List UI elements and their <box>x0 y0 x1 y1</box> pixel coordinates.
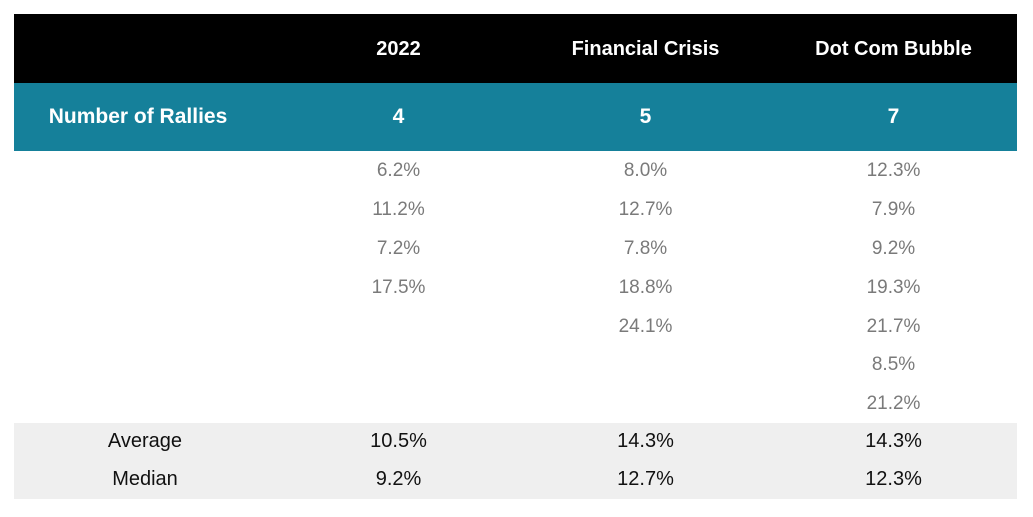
median-2022: 9.2% <box>375 468 422 491</box>
number-of-rallies-label: Number of Rallies <box>48 105 228 128</box>
table-cell <box>521 384 770 423</box>
median-label: Median <box>14 461 276 499</box>
table-cell: 17.5% <box>371 276 426 298</box>
table-cell: 12.7% <box>618 199 673 221</box>
median-dot-com-bubble: 12.3% <box>865 468 922 491</box>
table-cell: 24.1% <box>618 315 673 337</box>
row-label-empty <box>14 306 276 345</box>
row-label-empty <box>14 345 276 384</box>
table-row: 6.2% 8.0% 12.3% <box>14 151 1017 190</box>
table-row: 7.2% 7.8% 9.2% <box>14 229 1017 268</box>
header-cell-blank <box>14 14 276 83</box>
rallies-count-dot-com-bubble: 7 <box>887 105 900 128</box>
table-cell: 7.8% <box>623 237 668 259</box>
table-cell <box>276 306 521 345</box>
table-cell: 18.8% <box>618 276 673 298</box>
table-row: 17.5% 18.8% 19.3% <box>14 267 1017 306</box>
row-label-empty <box>14 384 276 423</box>
average-2022: 10.5% <box>370 430 427 453</box>
table-cell: 8.5% <box>871 354 916 376</box>
average-label-text: Average <box>107 430 183 453</box>
table-cell: 8.0% <box>623 160 668 182</box>
row-label-empty <box>14 229 276 268</box>
table-cell: 12.3% <box>866 160 921 182</box>
average-row: Average 10.5% 14.3% 14.3% <box>14 423 1017 461</box>
rallies-table: 2022 Financial Crisis Dot Com Bubble Num… <box>14 14 1017 499</box>
table-row: 8.5% <box>14 345 1017 384</box>
average-dot-com-bubble: 14.3% <box>865 430 922 453</box>
table-row: 24.1% 21.7% <box>14 306 1017 345</box>
table-cell: 21.7% <box>866 315 921 337</box>
median-label-text: Median <box>112 468 178 491</box>
table-cell: 7.2% <box>376 237 421 259</box>
table-cell: 11.2% <box>372 199 425 221</box>
table-row: 11.2% 12.7% 7.9% <box>14 190 1017 229</box>
table-cell: 9.2% <box>871 237 916 259</box>
table-cell: 7.9% <box>871 199 916 221</box>
median-financial-crisis: 12.7% <box>617 468 674 491</box>
header-cell-2022: 2022 <box>376 38 421 60</box>
rallies-count-financial-crisis: 5 <box>639 105 652 128</box>
table-cell: 19.3% <box>866 276 921 298</box>
number-of-rallies-row: Number of Rallies 4 5 7 <box>14 83 1017 151</box>
table-cell <box>276 345 521 384</box>
table-row: 21.2% <box>14 384 1017 423</box>
table-cell: 6.2% <box>376 160 421 182</box>
table-cell <box>521 345 770 384</box>
header-cell-dot-com-bubble: Dot Com Bubble <box>815 38 972 60</box>
row-label-empty <box>14 267 276 306</box>
row-label-empty <box>14 190 276 229</box>
rallies-count-2022: 4 <box>392 105 405 128</box>
average-financial-crisis: 14.3% <box>617 430 674 453</box>
header-row: 2022 Financial Crisis Dot Com Bubble <box>14 14 1017 83</box>
summary-block: Average 10.5% 14.3% 14.3% Median 9.2% 12… <box>14 422 1017 499</box>
header-cell-financial-crisis: Financial Crisis <box>571 38 720 60</box>
median-row: Median 9.2% 12.7% 12.3% <box>14 461 1017 499</box>
average-label: Average <box>14 423 276 461</box>
row-label-empty <box>14 151 276 190</box>
rally-values-body: 6.2% 8.0% 12.3% 11.2% 12.7% 7.9% 7.2% 7.… <box>14 151 1017 423</box>
table-cell <box>276 384 521 423</box>
table-cell: 21.2% <box>866 393 921 415</box>
